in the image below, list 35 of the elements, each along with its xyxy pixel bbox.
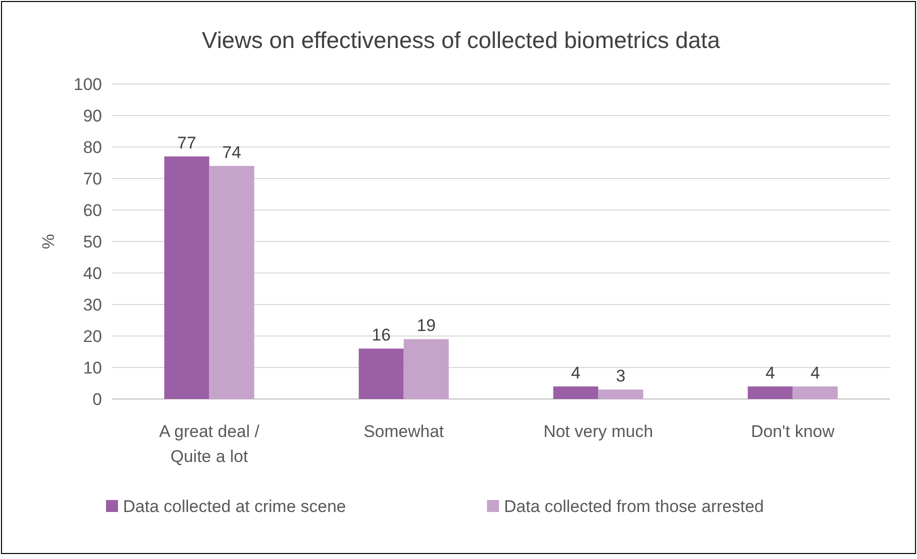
legend-label: Data collected from those arrested: [504, 497, 764, 516]
data-label: 3: [616, 366, 626, 386]
data-label: 4: [766, 363, 775, 382]
bar: [748, 386, 793, 399]
data-label: 77: [177, 133, 196, 152]
x-tick-label: Not very much: [543, 422, 654, 441]
bar: [598, 390, 644, 399]
data-label: 16: [372, 326, 391, 345]
data-label: 4: [810, 363, 820, 382]
bar: [404, 339, 449, 399]
y-axis-title: %: [39, 234, 58, 250]
y-tick-label: 100: [74, 74, 102, 94]
x-tick-label: Don't know: [750, 422, 836, 441]
y-tick-label: 30: [83, 295, 102, 314]
y-tick-label: 80: [83, 138, 102, 157]
bar: [209, 166, 254, 399]
y-tick-label: 40: [83, 264, 102, 283]
bar: [792, 386, 838, 399]
legend-label: Data collected at crime scene: [123, 497, 346, 516]
data-label: 74: [222, 142, 242, 162]
x-tick-label: A great deal / Quite a lot: [159, 422, 260, 466]
y-tick-label: 90: [83, 106, 102, 126]
bar: [358, 348, 404, 399]
y-tick-label: 60: [83, 200, 102, 220]
data-label: 4: [571, 363, 580, 382]
y-tick-label: 70: [83, 169, 102, 188]
y-tick-label: 50: [83, 232, 102, 252]
y-tick-label: 10: [83, 358, 102, 378]
chart-title: Views on effectiveness of collected biometrics data: [202, 27, 720, 53]
data-label: 19: [416, 316, 436, 336]
y-tick-label: 0: [92, 390, 102, 409]
bar: [164, 156, 210, 399]
x-tick-label: Somewhat: [364, 422, 444, 441]
bar: [553, 386, 598, 399]
y-tick-label: 20: [83, 326, 102, 346]
